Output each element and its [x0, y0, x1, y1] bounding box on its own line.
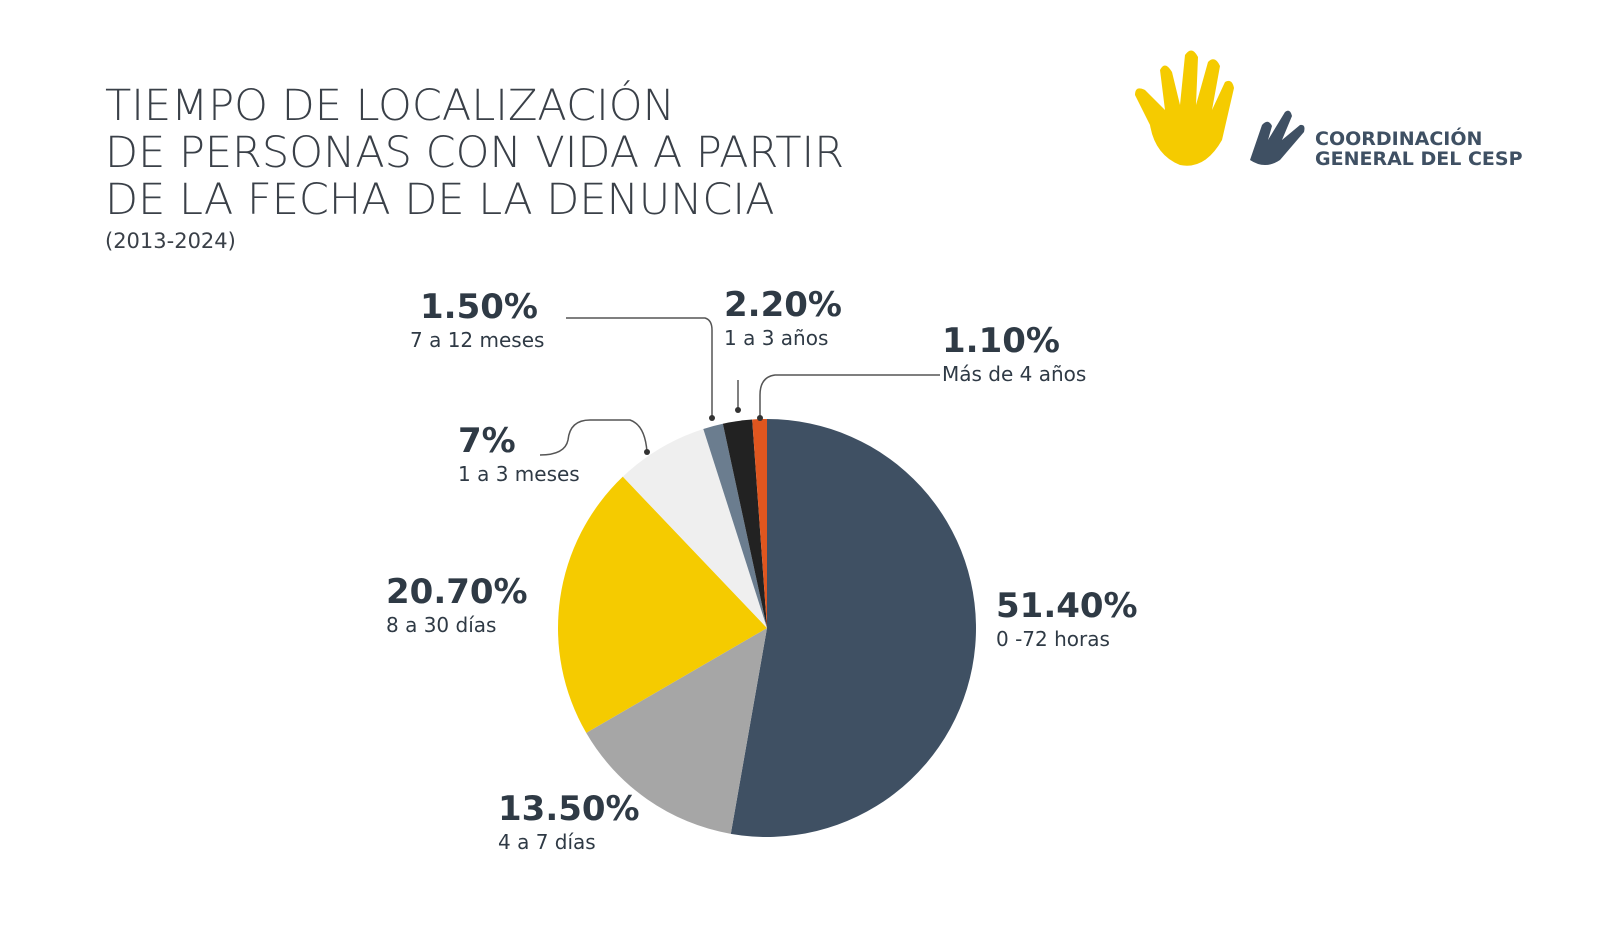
logo-hand	[1250, 110, 1305, 165]
subtitle: (2013-2024)	[105, 229, 236, 253]
value-label: 20.70%	[386, 572, 528, 612]
value-label: 51.40%	[996, 586, 1138, 626]
pie-slice	[752, 419, 767, 628]
leader-dot	[735, 407, 741, 413]
value-label: 1.10%	[942, 321, 1060, 361]
category-label: 1 a 3 años	[724, 326, 828, 350]
category-label: 8 a 30 días	[386, 613, 496, 637]
logo-hand	[1135, 50, 1234, 166]
value-label: 1.50%	[420, 287, 538, 327]
leader-dot	[757, 415, 763, 421]
pie-slice	[730, 419, 976, 837]
category-label: 1 a 3 meses	[458, 462, 580, 486]
leader-line	[566, 317, 713, 418]
leader-line	[539, 419, 648, 456]
value-label: 13.50%	[498, 789, 640, 829]
title-line: DE PERSONAS CON VIDA A PARTIR	[105, 128, 844, 178]
pie-slice	[703, 423, 767, 628]
title-line: TIEMPO DE LOCALIZACIÓN	[105, 80, 675, 131]
value-label: 7%	[458, 421, 516, 461]
pie-slice	[558, 476, 767, 733]
value-label: 2.20%	[724, 285, 842, 325]
category-label: 4 a 7 días	[498, 830, 596, 854]
pie-slice	[622, 428, 767, 628]
leader-dot	[644, 449, 650, 455]
title-line: DE LA FECHA DE LA DENUNCIA	[105, 175, 775, 225]
logo-text: GENERAL DEL CESP	[1315, 148, 1523, 170]
logo: COORDINACIÓN GENERAL DEL CESP	[1135, 50, 1523, 170]
leader-dot	[709, 415, 715, 421]
leader-line	[759, 374, 940, 418]
category-label: Más de 4 años	[942, 362, 1086, 386]
category-label: 7 a 12 meses	[410, 328, 544, 352]
category-label: 0 -72 horas	[996, 627, 1110, 651]
logo-text: COORDINACIÓN	[1315, 126, 1482, 150]
pie-slice	[722, 419, 767, 628]
pie-slice	[586, 628, 767, 834]
